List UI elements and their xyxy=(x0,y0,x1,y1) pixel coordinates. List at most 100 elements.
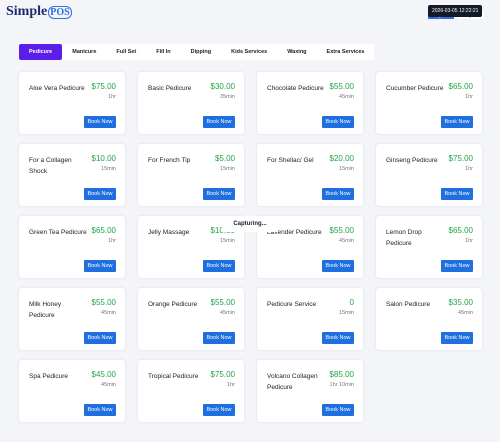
service-duration: 15min xyxy=(101,166,116,172)
service-card: Pedicure Service 0 15min Book Now xyxy=(257,288,363,350)
service-name: Orange Pedicure xyxy=(148,301,198,308)
service-price: $10.00 xyxy=(91,154,116,163)
service-card: Tropical Pedicure $75.00 1hr Book Now xyxy=(138,360,244,422)
service-name: Aloe Vera Pedicure xyxy=(29,85,85,92)
service-duration: 1hr xyxy=(465,238,473,244)
book-now-button[interactable]: Book Now xyxy=(322,260,354,272)
service-duration: 1hr xyxy=(108,94,116,100)
service-price: $35.00 xyxy=(448,298,473,307)
book-now-button[interactable]: Book Now xyxy=(203,188,235,200)
service-card: For a Collagen Shock $10.00 15min Book Now xyxy=(19,144,125,206)
service-name: Ginseng Pedicure xyxy=(386,157,438,164)
service-name: Lavender Pedicure xyxy=(267,229,322,236)
service-card: Basic Pedicure $30.00 35min Book Now xyxy=(138,72,244,134)
service-duration: 1hr xyxy=(227,382,235,388)
service-card: Lemon Drop Pedicure $65.00 1hr Book Now xyxy=(376,216,482,278)
service-price: $65.00 xyxy=(91,226,116,235)
tab[interactable]: Waxing xyxy=(287,49,307,55)
service-price: $55.00 xyxy=(91,298,116,307)
service-duration: 45min xyxy=(458,310,473,316)
service-card: Chocolate Pedicure $55.00 45min Book Now xyxy=(257,72,363,134)
service-price: $65.00 xyxy=(448,226,473,235)
service-name: For Shellac/ Gel xyxy=(267,157,314,164)
tab[interactable]: Pedicure xyxy=(19,44,63,60)
book-now-button[interactable]: Book Now xyxy=(441,188,473,200)
timestamp: 2026-03-05 12:22:21 xyxy=(428,5,483,17)
service-duration: 15min xyxy=(339,166,354,172)
service-price: $65.00 xyxy=(448,82,473,91)
book-now-button[interactable]: Book Now xyxy=(84,332,116,344)
service-name: Volcano Collagen Pedicure xyxy=(267,373,318,391)
book-now-button[interactable]: Book Now xyxy=(441,116,473,128)
book-now-button[interactable]: Book Now xyxy=(441,332,473,344)
service-price: 0 xyxy=(349,298,354,307)
service-price: $75.00 xyxy=(91,82,116,91)
book-now-button[interactable]: Book Now xyxy=(322,116,354,128)
service-card: For French Tip $5.00 15min Book Now xyxy=(138,144,244,206)
service-name: Salon Pedicure xyxy=(386,301,431,308)
service-name: Tropical Pedicure xyxy=(148,373,199,380)
book-now-button[interactable]: Book Now xyxy=(84,188,116,200)
book-now-button[interactable]: Book Now xyxy=(203,404,235,416)
service-name: Cucumber Pedicure xyxy=(386,85,444,92)
service-card: Volcano Collagen Pedicure $85.00 1hr 10min… xyxy=(257,360,363,422)
service-price: $30.00 xyxy=(210,82,235,91)
service-card: Spa Pedicure $45.00 45min Book Now xyxy=(19,360,125,422)
service-name: Milk Honey Pedicure xyxy=(29,301,62,319)
book-now-button[interactable]: Book Now xyxy=(84,404,116,416)
service-name: For a Collagen Shock xyxy=(29,157,72,175)
service-duration: 45min xyxy=(339,94,354,100)
service-price: $85.00 xyxy=(329,370,354,379)
book-now-button[interactable]: Book Now xyxy=(84,116,116,128)
tab[interactable]: Manicure xyxy=(72,49,97,55)
service-card: Milk Honey Pedicure $55.00 45min Book Now xyxy=(19,288,125,350)
service-price: $20.00 xyxy=(329,154,354,163)
book-now-button[interactable]: Book Now xyxy=(203,116,235,128)
service-card: Ginseng Pedicure $75.00 1hr Book Now xyxy=(376,144,482,206)
tab[interactable]: Full Set xyxy=(116,49,137,55)
service-duration: 15min xyxy=(339,310,354,316)
logo-text: Simple xyxy=(6,4,48,19)
service-card: Salon Pedicure $35.00 45min Book Now xyxy=(376,288,482,350)
service-price: $45.00 xyxy=(91,370,116,379)
service-duration: 1hr xyxy=(465,94,473,100)
service-duration: 15min xyxy=(220,238,235,244)
service-card: Green Tea Pedicure $65.00 1hr Book Now xyxy=(19,216,125,278)
tab[interactable]: Kids Services xyxy=(231,49,268,55)
service-duration: 35min xyxy=(220,94,235,100)
tab[interactable]: Extra Services xyxy=(326,49,365,55)
book-now-button[interactable]: Book Now xyxy=(84,260,116,272)
service-name: Jelly Massage xyxy=(148,229,190,236)
service-price: $55.00 xyxy=(329,226,354,235)
service-name: Pedicure Service xyxy=(267,301,317,308)
book-now-button[interactable]: Book Now xyxy=(203,332,235,344)
service-card: Aloe Vera Pedicure $75.00 1hr Book Now xyxy=(19,72,125,134)
service-card: Cucumber Pedicure $65.00 1hr Book Now xyxy=(376,72,482,134)
service-price: $55.00 xyxy=(329,82,354,91)
logo-mark: POS xyxy=(48,6,72,19)
service-name: Basic Pedicure xyxy=(148,85,192,92)
service-price: $75.00 xyxy=(448,154,473,163)
service-card: For Shellac/ Gel $20.00 15min Book Now xyxy=(257,144,363,206)
service-duration: 15min xyxy=(220,166,235,172)
tab-bar: Pedicure Manicure Full Set Fill In Dipping Ki… xyxy=(19,44,375,60)
service-duration: 1hr 10min xyxy=(329,382,354,388)
service-name: For French Tip xyxy=(148,157,191,164)
service-duration: 1hr xyxy=(465,166,473,172)
service-duration: 1hr xyxy=(108,238,116,244)
service-price: $75.00 xyxy=(210,370,235,379)
book-now-button[interactable]: Book Now xyxy=(203,260,235,272)
service-name: Spa Pedicure xyxy=(29,373,69,380)
tab[interactable]: Dipping xyxy=(190,49,212,55)
service-price: $55.00 xyxy=(210,298,235,307)
book-now-button[interactable]: Book Now xyxy=(441,260,473,272)
book-now-button[interactable]: Book Now xyxy=(322,188,354,200)
service-duration: 45min xyxy=(101,310,116,316)
book-now-button[interactable]: Book Now xyxy=(322,404,354,416)
logo[interactable]: Simple POS xyxy=(6,4,72,20)
service-name: Chocolate Pedicure xyxy=(267,85,324,92)
tab[interactable]: Fill In xyxy=(156,49,171,55)
service-name: Green Tea Pedicure xyxy=(29,229,87,236)
book-now-button[interactable]: Book Now xyxy=(322,332,354,344)
